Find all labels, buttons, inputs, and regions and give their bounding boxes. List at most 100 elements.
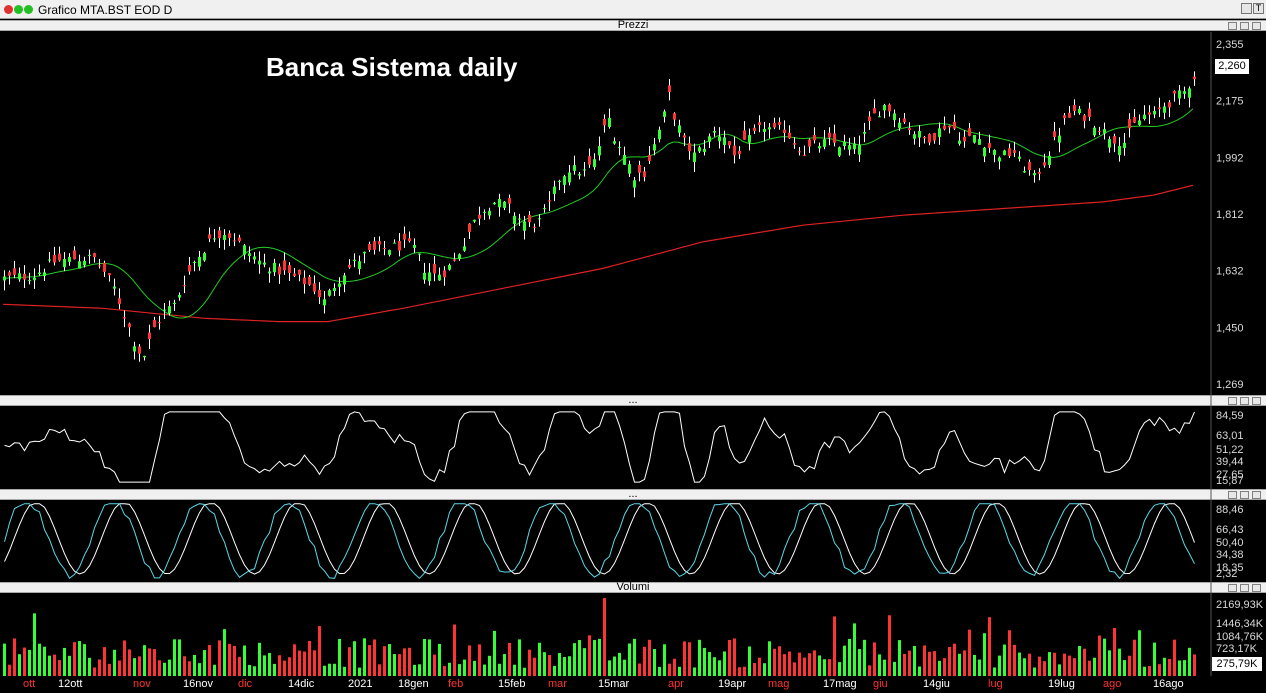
volume-tick-label: 2169,93K xyxy=(1216,599,1264,611)
candle-body xyxy=(463,246,466,251)
candle-body xyxy=(853,143,856,150)
volume-bar xyxy=(733,638,736,676)
candle-body xyxy=(178,294,181,298)
volume-bar xyxy=(8,664,11,676)
date-label: 14dic xyxy=(288,678,315,690)
volume-bar xyxy=(248,664,251,676)
candle-body xyxy=(908,128,911,130)
candle-body xyxy=(1153,110,1156,115)
volume-bar xyxy=(648,639,651,676)
date-label: mag xyxy=(768,678,789,690)
candle-body xyxy=(193,261,196,263)
rsi-tick-label: 27,65 xyxy=(1216,469,1244,481)
candle-body xyxy=(993,149,996,155)
candle-body xyxy=(223,235,226,241)
date-label: 16nov xyxy=(183,678,213,690)
pane-maximize-button[interactable] xyxy=(1240,22,1249,30)
volume-bar xyxy=(973,654,976,676)
volume-pane-header: Volumi xyxy=(0,581,1266,593)
volume-bar xyxy=(963,650,966,676)
pane-maximize-button[interactable] xyxy=(1240,397,1249,405)
current-price-label: 2,260 xyxy=(1215,59,1249,74)
candle-body xyxy=(938,128,941,138)
candle-body xyxy=(1178,90,1181,99)
candle-body xyxy=(578,174,581,176)
candle-body xyxy=(763,128,766,132)
current-volume-label: 275,79K xyxy=(1212,657,1262,671)
date-label: 12ott xyxy=(58,678,82,690)
candle-body xyxy=(528,214,531,223)
candle-body xyxy=(473,219,476,222)
candle-body xyxy=(563,176,566,185)
volume-bar xyxy=(848,638,851,676)
volume-bar xyxy=(208,644,211,676)
pane-close-button[interactable] xyxy=(1252,397,1261,405)
volume-bar xyxy=(708,652,711,676)
candle-body xyxy=(1063,115,1066,119)
candle-body xyxy=(698,147,701,152)
stoch-tick-label: 88,46 xyxy=(1216,504,1244,516)
volume-bar xyxy=(903,653,906,676)
candle-body xyxy=(948,125,951,128)
pane-minimize-button[interactable] xyxy=(1228,584,1237,592)
volume-bar xyxy=(808,653,811,676)
date-label: 17mag xyxy=(823,678,857,690)
volume-bar xyxy=(1148,665,1151,676)
pane-minimize-button[interactable] xyxy=(1228,491,1237,499)
candle-body xyxy=(1018,156,1021,159)
volume-bar xyxy=(898,640,901,676)
volume-bar xyxy=(1068,655,1071,676)
candle-body xyxy=(408,238,411,242)
volume-bar xyxy=(103,647,106,676)
pane-close-button[interactable] xyxy=(1252,22,1261,30)
window-title: Grafico MTA.BST EOD D xyxy=(38,3,173,17)
volume-bar xyxy=(728,639,731,676)
volume-bar xyxy=(603,598,606,676)
pane-minimize-button[interactable] xyxy=(1228,22,1237,30)
status-dot-icon[interactable] xyxy=(14,5,23,14)
stoch-tick-label: 18,35 xyxy=(1216,562,1244,574)
volume-bar xyxy=(738,667,741,676)
text-tool-icon[interactable]: T xyxy=(1253,3,1264,14)
candle-body xyxy=(883,104,886,111)
candle-body xyxy=(348,264,351,268)
volume-bar xyxy=(378,664,381,676)
pane-close-button[interactable] xyxy=(1252,584,1261,592)
candle-body xyxy=(803,154,806,156)
volume-bar xyxy=(138,656,141,676)
candle-body xyxy=(558,181,561,183)
pane-maximize-button[interactable] xyxy=(1240,491,1249,499)
volume-bar xyxy=(243,645,246,676)
candle-body xyxy=(1058,135,1061,143)
stoch-k-line xyxy=(4,503,1195,580)
volume-bar xyxy=(853,623,856,676)
volume-bar xyxy=(218,640,221,676)
volume-bar xyxy=(618,652,621,676)
volume-bar xyxy=(178,639,181,676)
status-dot-icon[interactable] xyxy=(24,5,33,14)
minimize-icon[interactable] xyxy=(1241,3,1252,14)
pane-minimize-button[interactable] xyxy=(1228,397,1237,405)
candle-body xyxy=(53,255,56,263)
pane-close-button[interactable] xyxy=(1252,491,1261,499)
volume-bar xyxy=(553,665,556,676)
candle-body xyxy=(813,135,816,141)
candle-body xyxy=(263,262,266,265)
pane-maximize-button[interactable] xyxy=(1240,584,1249,592)
volume-bar xyxy=(1188,647,1191,676)
date-label: nov xyxy=(133,678,151,690)
candle-body xyxy=(1193,76,1196,80)
volume-bar xyxy=(283,660,286,676)
volume-bar xyxy=(388,644,391,676)
rsi-tick-label: 63,01 xyxy=(1216,430,1244,442)
volume-bar xyxy=(333,663,336,676)
candle-body xyxy=(308,276,311,285)
volume-bar xyxy=(273,663,276,676)
record-dot-icon[interactable] xyxy=(4,5,13,14)
candle-body xyxy=(483,211,486,213)
volume-bar xyxy=(133,658,136,676)
candle-body xyxy=(1098,130,1101,132)
candle-body xyxy=(148,332,151,340)
candle-body xyxy=(1108,139,1111,148)
